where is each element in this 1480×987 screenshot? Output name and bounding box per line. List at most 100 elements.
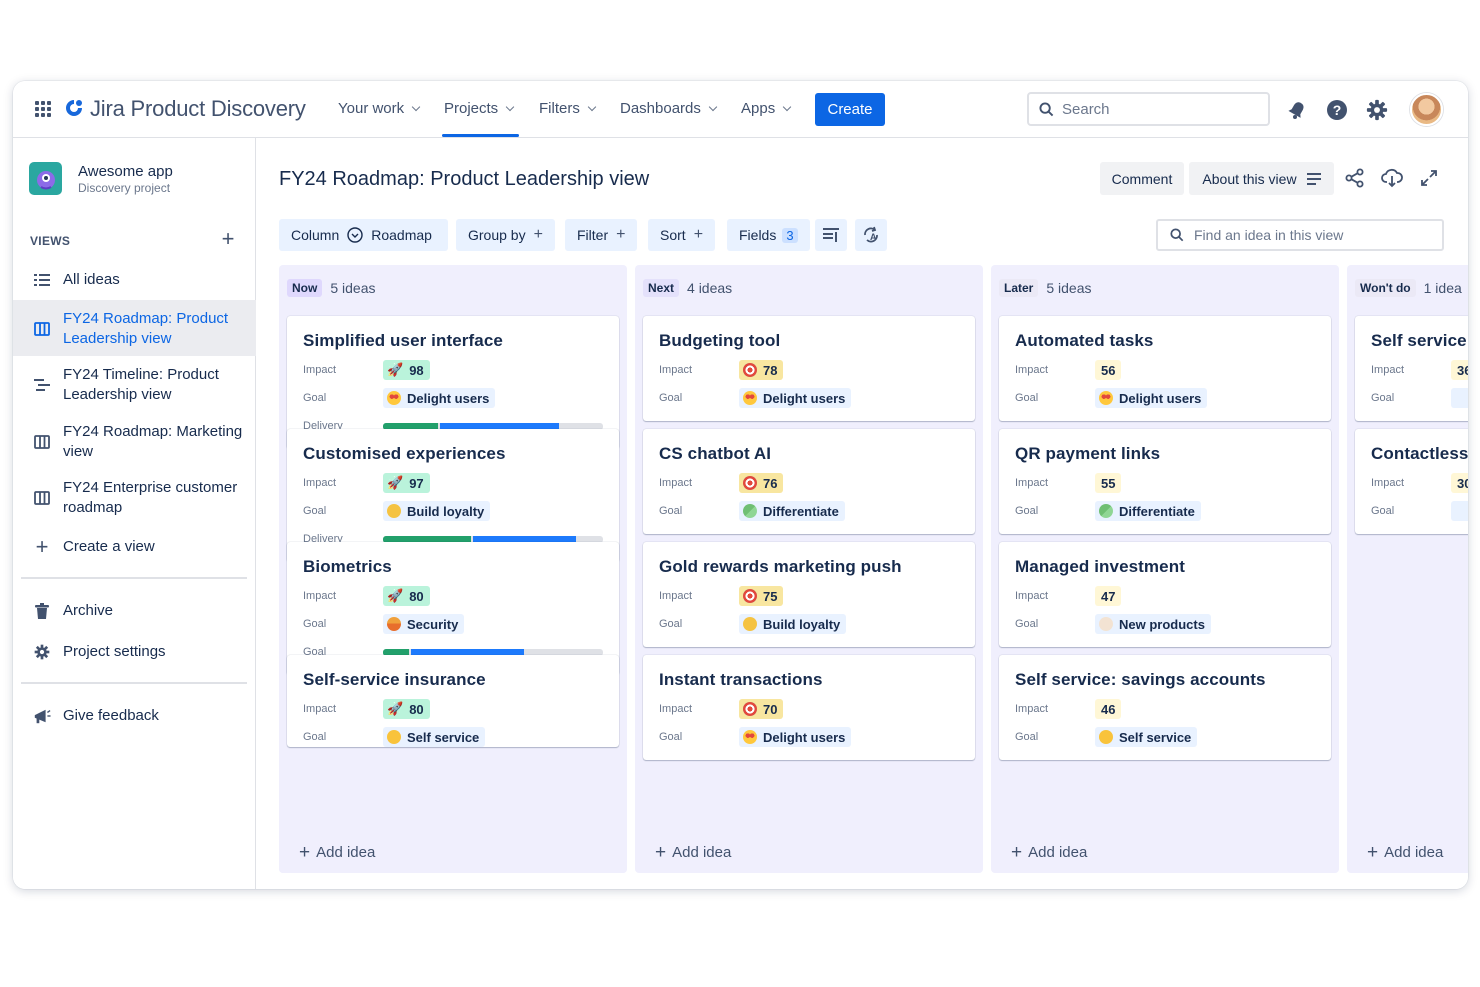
goal-chip[interactable]: Delight users <box>739 727 852 747</box>
goal-chip[interactable]: Delight users <box>739 388 852 408</box>
sidebar-item-fy24-roadmap-marketing[interactable]: FY24 Roadmap: Marketing view <box>13 422 256 462</box>
idea-card[interactable]: Contactless Impact 30 Goal <box>1355 429 1468 534</box>
goal-chip[interactable]: Self service <box>383 727 486 747</box>
impact-value-chip[interactable]: 36 <box>1451 360 1468 380</box>
user-avatar[interactable] <box>1410 93 1443 126</box>
idea-card[interactable]: Managed investment Impact 47 Goal New produc… <box>999 542 1331 647</box>
idea-card[interactable]: Instant transactions Impact 70 Goal Delight … <box>643 655 975 760</box>
impact-value-chip[interactable]: 🚀 98 <box>383 360 430 380</box>
add-idea-button[interactable]: + Add idea <box>1011 843 1087 862</box>
idea-card[interactable]: CS chatbot AI Impact 76 Goal Differentiate <box>643 429 975 534</box>
delivery-progress-bar[interactable] <box>383 649 603 656</box>
idea-title: Contactless <box>1371 444 1468 463</box>
goal-chip[interactable] <box>1451 388 1468 408</box>
idea-card[interactable]: Customised experiences Impact 🚀 97 Goal Build… <box>287 429 619 562</box>
goal-chip[interactable]: Build loyalty <box>383 501 491 521</box>
sidebar-item-fy24-enterprise[interactable]: FY24 Enterprise customer roadmap <box>13 478 256 518</box>
nav-filters[interactable]: Filters <box>539 100 597 117</box>
board-column-later: Later 5 ideas Automated tasks Impact 56 Goal D… <box>991 265 1339 873</box>
nav-dashboards[interactable]: Dashboards <box>620 100 718 117</box>
product-logo[interactable]: Jira Product Discovery <box>64 96 306 122</box>
goal-chip[interactable]: Differentiate <box>739 501 845 521</box>
search-box[interactable]: Search <box>1027 92 1270 126</box>
sidebar-item-fy24-roadmap-product[interactable]: FY24 Roadmap: Product Leadership view <box>13 309 256 349</box>
sidebar-item-all-ideas[interactable]: All ideas <box>13 270 256 290</box>
impact-value-chip[interactable]: 🚀 80 <box>383 699 430 719</box>
cloud-download-icon[interactable] <box>1379 166 1405 190</box>
add-view-plus-icon[interactable]: + <box>221 226 235 251</box>
idea-card[interactable]: QR payment links Impact 55 Goal Differentiat… <box>999 429 1331 534</box>
add-idea-button[interactable]: + Add idea <box>299 842 375 863</box>
sort-button[interactable]: Sort + <box>648 219 716 251</box>
idea-card[interactable]: Simplified user interface Impact 🚀 98 Goal De… <box>287 316 619 449</box>
goal-chip[interactable]: Delight users <box>1095 388 1208 408</box>
idea-card[interactable]: Budgeting tool Impact 78 Goal Delight users <box>643 316 975 421</box>
sidebar-item-project-settings[interactable]: Project settings <box>13 642 256 662</box>
impact-value-chip[interactable]: 78 <box>739 360 784 380</box>
delivery-progress-bar[interactable] <box>383 536 603 543</box>
goal-chip[interactable]: Self service <box>1095 727 1198 747</box>
column-header[interactable]: Later 5 ideas <box>999 279 1092 297</box>
impact-value-chip[interactable]: 30 <box>1451 473 1468 493</box>
app-switcher-icon[interactable] <box>33 99 53 119</box>
impact-value-chip[interactable]: 🚀 97 <box>383 473 430 493</box>
goal-chip[interactable]: New products <box>1095 614 1211 634</box>
group-by-button[interactable]: Group by + <box>456 219 555 251</box>
goal-chip[interactable] <box>1451 501 1468 521</box>
layout-options-button[interactable] <box>815 219 847 251</box>
column-header[interactable]: Won't do 1 idea <box>1355 279 1462 297</box>
idea-card[interactable]: Biometrics Impact 🚀 80 Goal Security Goal <box>287 542 619 675</box>
lock-icon <box>387 617 401 631</box>
idea-card[interactable]: Self-service insurance Impact 🚀 80 Goal Self … <box>287 655 619 747</box>
share-icon[interactable] <box>1343 166 1367 190</box>
idea-card[interactable]: Gold rewards marketing push Impact 75 Goal B… <box>643 542 975 647</box>
impact-value-chip[interactable]: 70 <box>739 699 784 719</box>
create-view-button[interactable]: + Create a view <box>13 536 256 558</box>
fields-count-badge: 3 <box>782 227 798 243</box>
project-header[interactable]: Awesome app Discovery project <box>29 162 173 195</box>
filter-button[interactable]: Filter + <box>565 219 638 251</box>
impact-value: 70 <box>763 701 778 717</box>
impact-value-chip[interactable]: 46 <box>1095 699 1122 719</box>
idea-card[interactable]: Self service: Impact 36 Goal <box>1355 316 1468 421</box>
goal-chip[interactable]: Build loyalty <box>739 614 847 634</box>
sidebar-item-archive[interactable]: Archive <box>13 601 256 621</box>
delivery-progress-bar[interactable] <box>383 423 603 430</box>
impact-value-chip[interactable]: 76 <box>739 473 784 493</box>
plus-icon: + <box>616 226 626 243</box>
notifications-icon[interactable] <box>1285 98 1309 122</box>
comment-button[interactable]: Comment <box>1100 162 1184 195</box>
give-feedback-button[interactable]: Give feedback <box>13 706 256 726</box>
create-button[interactable]: Create <box>815 93 885 126</box>
fields-button[interactable]: Fields 3 <box>727 219 810 251</box>
target-icon <box>743 363 757 377</box>
goal-chip[interactable]: Delight users <box>383 388 496 408</box>
add-idea-button[interactable]: + Add idea <box>1367 843 1443 862</box>
fullscreen-icon[interactable] <box>1417 166 1441 190</box>
plus-icon: + <box>299 842 311 863</box>
find-idea-input[interactable]: Find an idea in this view <box>1156 219 1444 251</box>
impact-value-chip[interactable]: 75 <box>739 586 784 606</box>
nav-label: Your work <box>338 100 405 117</box>
goal-chip[interactable]: Security <box>383 614 465 634</box>
idea-card[interactable]: Automated tasks Impact 56 Goal Delight users <box>999 316 1331 421</box>
impact-value-chip[interactable]: 47 <box>1095 586 1122 606</box>
column-field-button[interactable]: Column Roadmap <box>279 219 448 251</box>
idea-card[interactable]: Self service: savings accounts Impact 46 Go… <box>999 655 1331 760</box>
settings-gear-icon[interactable] <box>1365 98 1389 122</box>
nav-apps[interactable]: Apps <box>741 100 792 117</box>
nav-your-work[interactable]: Your work <box>338 100 421 117</box>
impact-value-chip[interactable]: 55 <box>1095 473 1122 493</box>
column-header[interactable]: Now 5 ideas <box>287 279 376 297</box>
nav-projects[interactable]: Projects <box>444 100 515 117</box>
about-view-button[interactable]: About this view <box>1189 162 1334 195</box>
sidebar-item-fy24-timeline[interactable]: FY24 Timeline: Product Leadership view <box>13 365 256 405</box>
add-idea-button[interactable]: + Add idea <box>655 843 731 862</box>
goal-chip[interactable]: Differentiate <box>1095 501 1201 521</box>
impact-value-chip[interactable]: 56 <box>1095 360 1122 380</box>
autosave-button[interactable]: A <box>855 219 887 251</box>
column-header[interactable]: Next 4 ideas <box>643 279 732 297</box>
megaphone-icon <box>33 707 51 725</box>
impact-value-chip[interactable]: 🚀 80 <box>383 586 430 606</box>
help-icon[interactable]: ? <box>1325 98 1349 122</box>
